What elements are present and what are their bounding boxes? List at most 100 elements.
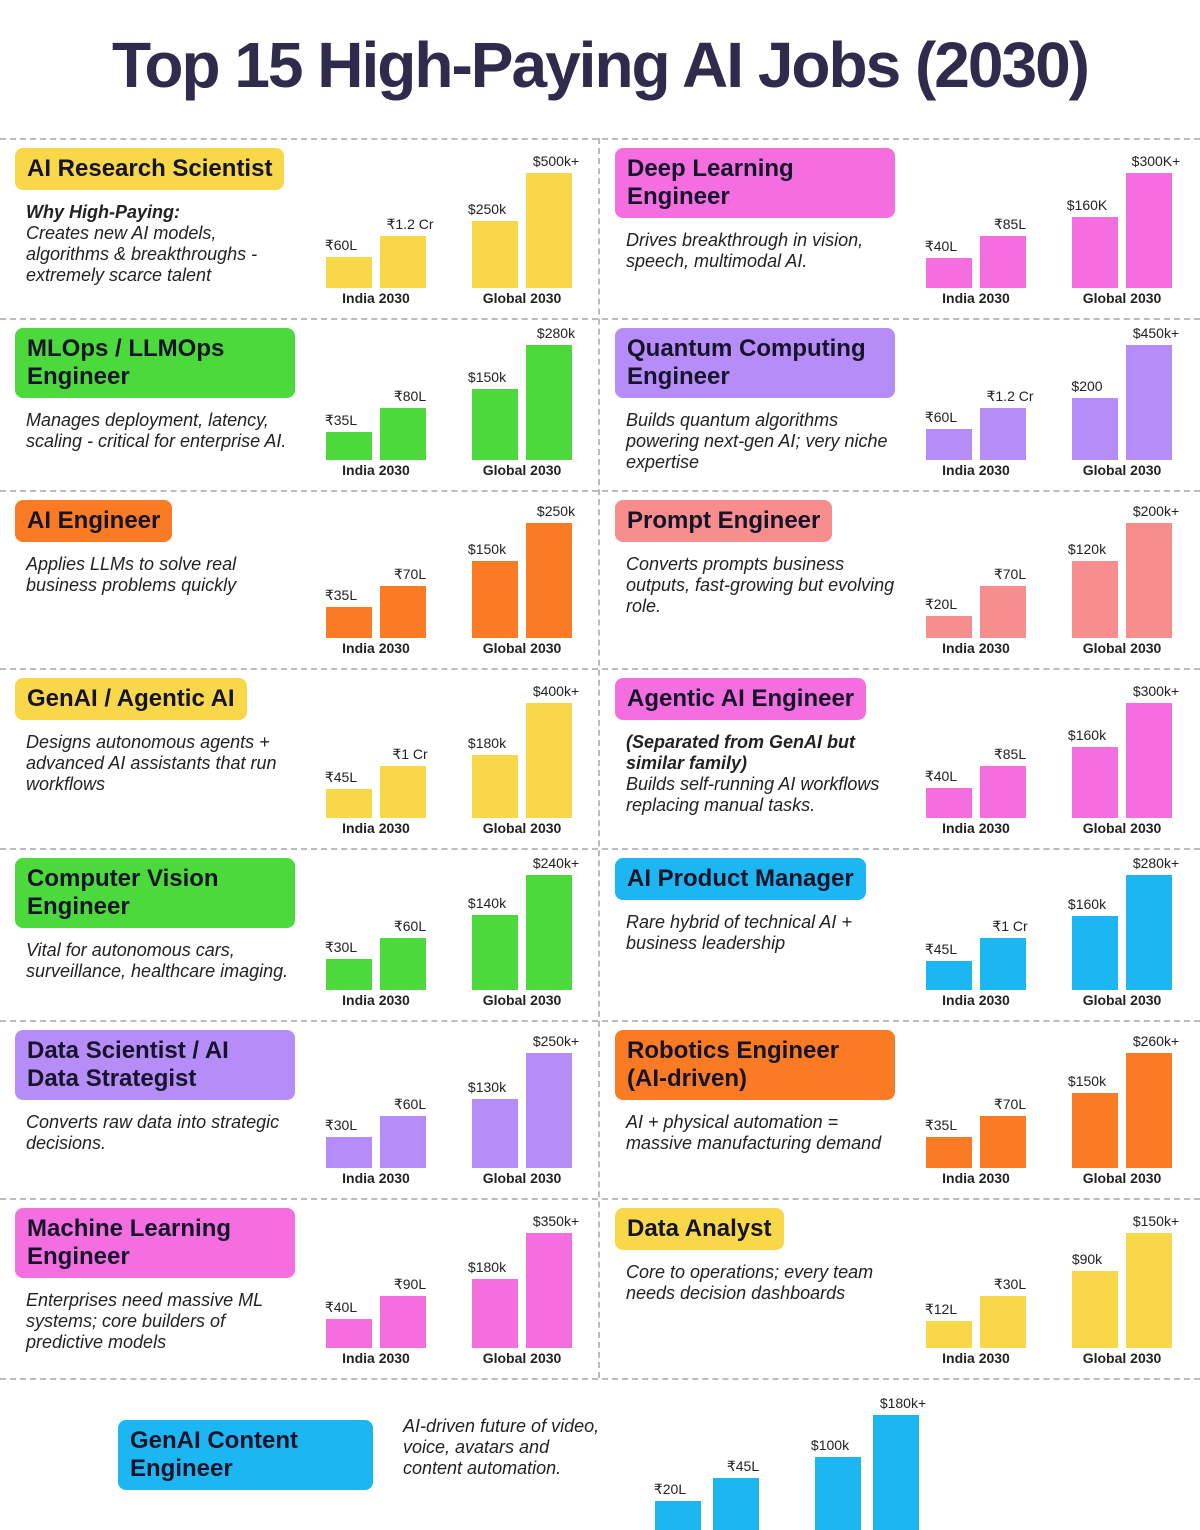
bar-value-label: $150k — [467, 369, 507, 386]
bar-value-label: $120k — [1067, 541, 1107, 557]
india-axis-label: India 2030 — [942, 1350, 1010, 1366]
global-bar-high — [1126, 1053, 1172, 1168]
bar-value-label: $140k — [467, 894, 507, 911]
bar-value-label: ₹35L — [324, 587, 358, 603]
global-bar-high — [526, 875, 572, 990]
india-axis-label: India 2030 — [342, 1350, 410, 1366]
job-title-badge: Agentic AI Engineer — [615, 678, 867, 720]
bar-value-label: ₹30L — [324, 1117, 358, 1133]
india-bar-low — [926, 616, 972, 638]
bar-value-label: ₹70L — [393, 566, 427, 582]
global-axis-label: Global 2030 — [1082, 992, 1162, 1008]
india-axis-label: India 2030 — [342, 290, 410, 306]
job-description: (Separated from GenAI but similar family… — [626, 732, 901, 816]
job-card: Data Analyst Core to operations; every te… — [600, 1198, 1200, 1378]
job-card: GenAI Content Engineer AI-driven future o… — [0, 1380, 1200, 1530]
india-bar-low — [926, 1321, 972, 1348]
global-bar-high — [1126, 1233, 1172, 1348]
bar-value-label: $250k — [536, 503, 576, 519]
row-divider — [0, 1378, 1200, 1380]
bar-value-label: ₹1.2 Cr — [986, 388, 1034, 404]
india-axis-label: India 2030 — [942, 992, 1010, 1008]
india-bar-high — [380, 408, 426, 460]
bar-value-label: ₹85L — [993, 746, 1027, 762]
bar-value-label: $250k+ — [532, 1033, 580, 1049]
bar-value-label: $200k+ — [1132, 503, 1180, 519]
india-bar-high — [380, 766, 426, 818]
global-axis-label: Global 2030 — [482, 1170, 562, 1186]
bar-value-label: $180k+ — [879, 1395, 927, 1411]
global-bar-high — [526, 1233, 572, 1348]
india-bar-high — [380, 1296, 426, 1348]
row-divider — [0, 668, 1200, 670]
description-text: AI-driven future of video, voice, avatar… — [403, 1416, 600, 1478]
bar-value-label: $400k+ — [532, 683, 580, 699]
job-card: Robotics Engineer (AI-driven) AI + physic… — [600, 1020, 1200, 1198]
job-title-badge: Data Analyst — [615, 1208, 784, 1250]
bar-value-label: ₹45L — [726, 1458, 760, 1474]
job-card: Deep Learning Engineer Drives breakthroug… — [600, 138, 1200, 318]
india-bar-high — [980, 766, 1026, 818]
india-axis-label: India 2030 — [942, 640, 1010, 656]
bar-value-label: ₹20L — [924, 596, 958, 612]
india-bar-high — [713, 1478, 759, 1530]
row-divider — [0, 138, 1200, 140]
bar-value-label: $350k+ — [532, 1213, 580, 1229]
global-axis-label: Global 2030 — [482, 992, 562, 1008]
description-text: Core to operations; every team needs dec… — [626, 1262, 874, 1303]
bar-value-label: ₹70L — [993, 1096, 1027, 1112]
india-bar-low — [926, 258, 972, 288]
description-text: Drives breakthrough in vision, speech, m… — [626, 230, 864, 271]
description-text: Enterprises need massive ML systems; cor… — [26, 1290, 263, 1352]
india-bar-low — [326, 789, 372, 818]
bar-value-label: ₹45L — [924, 941, 958, 958]
job-description: Converts raw data into strategic decisio… — [26, 1112, 301, 1154]
bar-value-label: $280k — [536, 325, 576, 341]
global-axis-label: Global 2030 — [1082, 640, 1162, 656]
india-axis-label: India 2030 — [342, 462, 410, 478]
global-bar-low — [1072, 747, 1118, 818]
global-bar-low — [1072, 915, 1118, 990]
bar-value-label: ₹60L — [393, 918, 427, 934]
description-text: Converts raw data into strategic decisio… — [26, 1112, 280, 1153]
job-title-badge: Robotics Engineer (AI-driven) — [615, 1030, 895, 1100]
india-bar-high — [980, 236, 1026, 288]
bar-value-label: ₹30L — [993, 1276, 1027, 1292]
bar-value-label: ₹60L — [393, 1096, 427, 1112]
global-bar-high — [873, 1415, 919, 1530]
india-bar-low — [326, 257, 372, 288]
bar-value-label: $200 — [1071, 377, 1103, 394]
india-axis-label: India 2030 — [942, 462, 1010, 478]
global-bar-low — [472, 1279, 518, 1348]
job-card: Quantum Computing Engineer Builds quantum… — [600, 318, 1200, 490]
job-card: AI Research Scientist Why High-Paying: Cre… — [0, 138, 600, 318]
job-description: Drives breakthrough in vision, speech, m… — [626, 230, 901, 272]
bar-value-label: $130k — [467, 1078, 507, 1095]
bar-value-label: ₹1 Cr — [992, 918, 1028, 934]
india-bar-high — [980, 586, 1026, 638]
job-title-badge: Data Scientist / AI Data Strategist — [15, 1030, 295, 1100]
job-description: AI-driven future of video, voice, avatar… — [403, 1416, 603, 1479]
global-axis-label: Global 2030 — [482, 820, 562, 836]
global-bar-high — [526, 1053, 572, 1168]
bar-value-label: $250k — [467, 200, 507, 217]
global-bar-low — [815, 1457, 861, 1530]
job-title-badge: Machine Learning Engineer — [15, 1208, 295, 1278]
global-axis-label: Global 2030 — [1082, 290, 1162, 306]
bar-value-label: ₹60L — [324, 237, 358, 253]
bar-value-label: $450k+ — [1132, 325, 1180, 341]
india-bar-low — [326, 1137, 372, 1168]
india-bar-high — [380, 1116, 426, 1168]
bar-value-label: ₹45L — [324, 769, 358, 786]
row-divider — [0, 318, 1200, 320]
india-axis-label: India 2030 — [342, 820, 410, 836]
job-description: Builds quantum algorithms powering next-… — [626, 410, 901, 473]
job-title-badge: Deep Learning Engineer — [615, 148, 895, 218]
job-description: Applies LLMs to solve real business prob… — [26, 554, 301, 596]
bar-value-label: ₹35L — [324, 411, 358, 428]
global-bar-high — [1126, 523, 1172, 638]
india-bar-low — [326, 1319, 372, 1348]
global-axis-label: Global 2030 — [482, 1350, 562, 1366]
column-divider — [598, 138, 600, 1378]
job-card: Agentic AI Engineer (Separated from GenAI… — [600, 668, 1200, 848]
